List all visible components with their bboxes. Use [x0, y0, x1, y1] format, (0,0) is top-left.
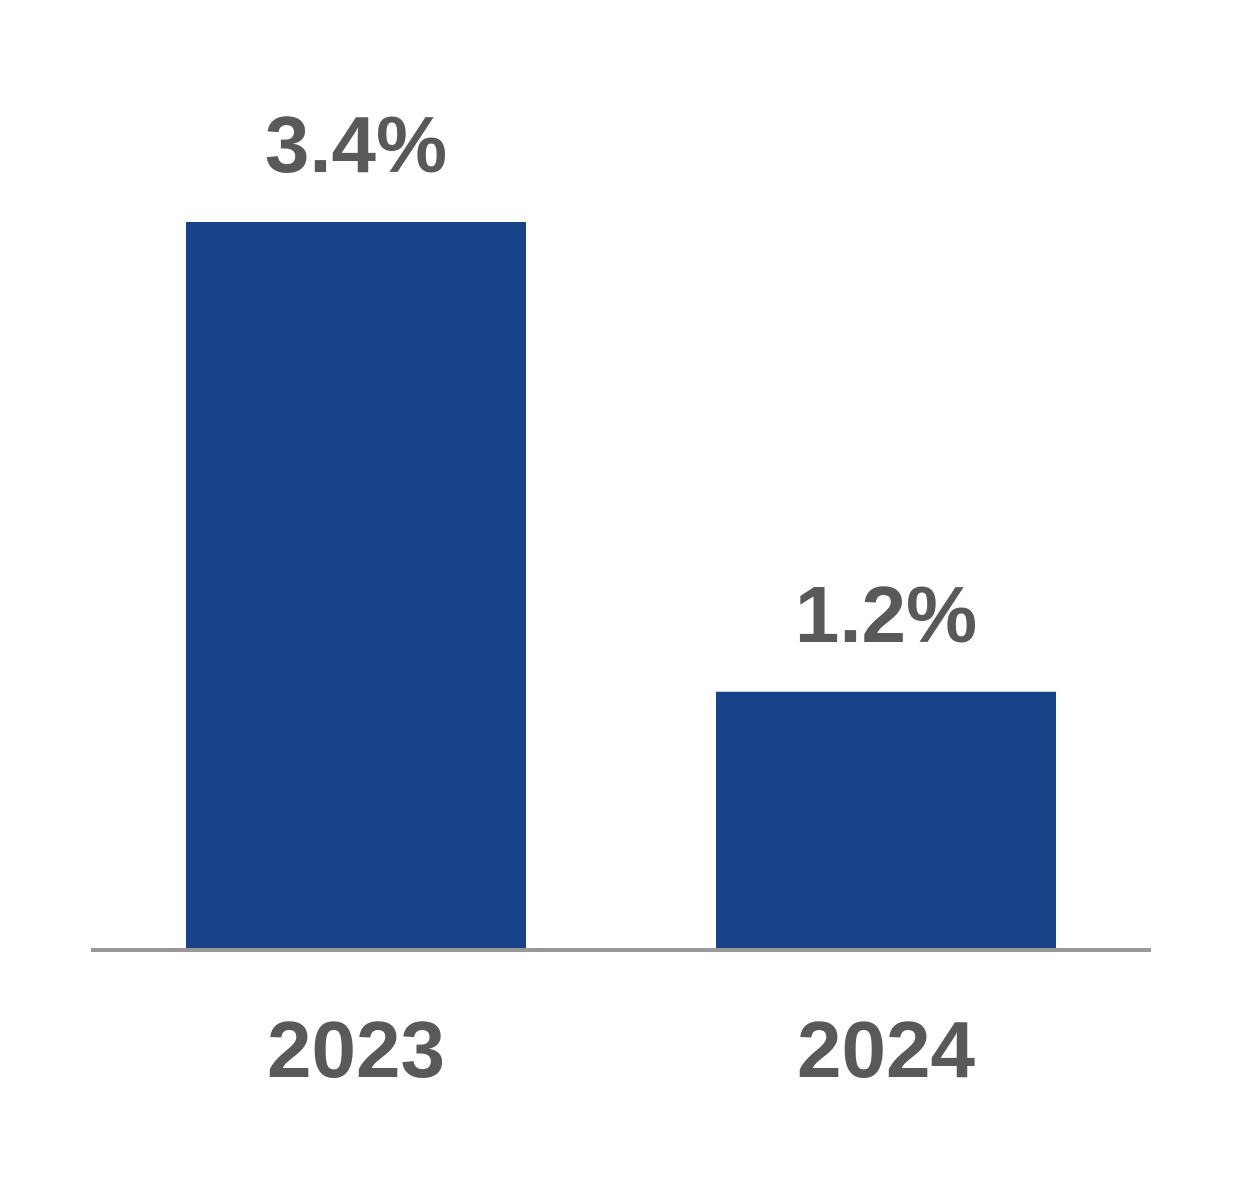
value-label: 1.2% — [795, 570, 977, 659]
bar — [716, 691, 1056, 948]
bar — [186, 222, 526, 948]
x-tick-label: 2024 — [797, 1005, 975, 1094]
x-tick-label: 2023 — [267, 1005, 445, 1094]
value-label: 3.4% — [265, 100, 447, 189]
